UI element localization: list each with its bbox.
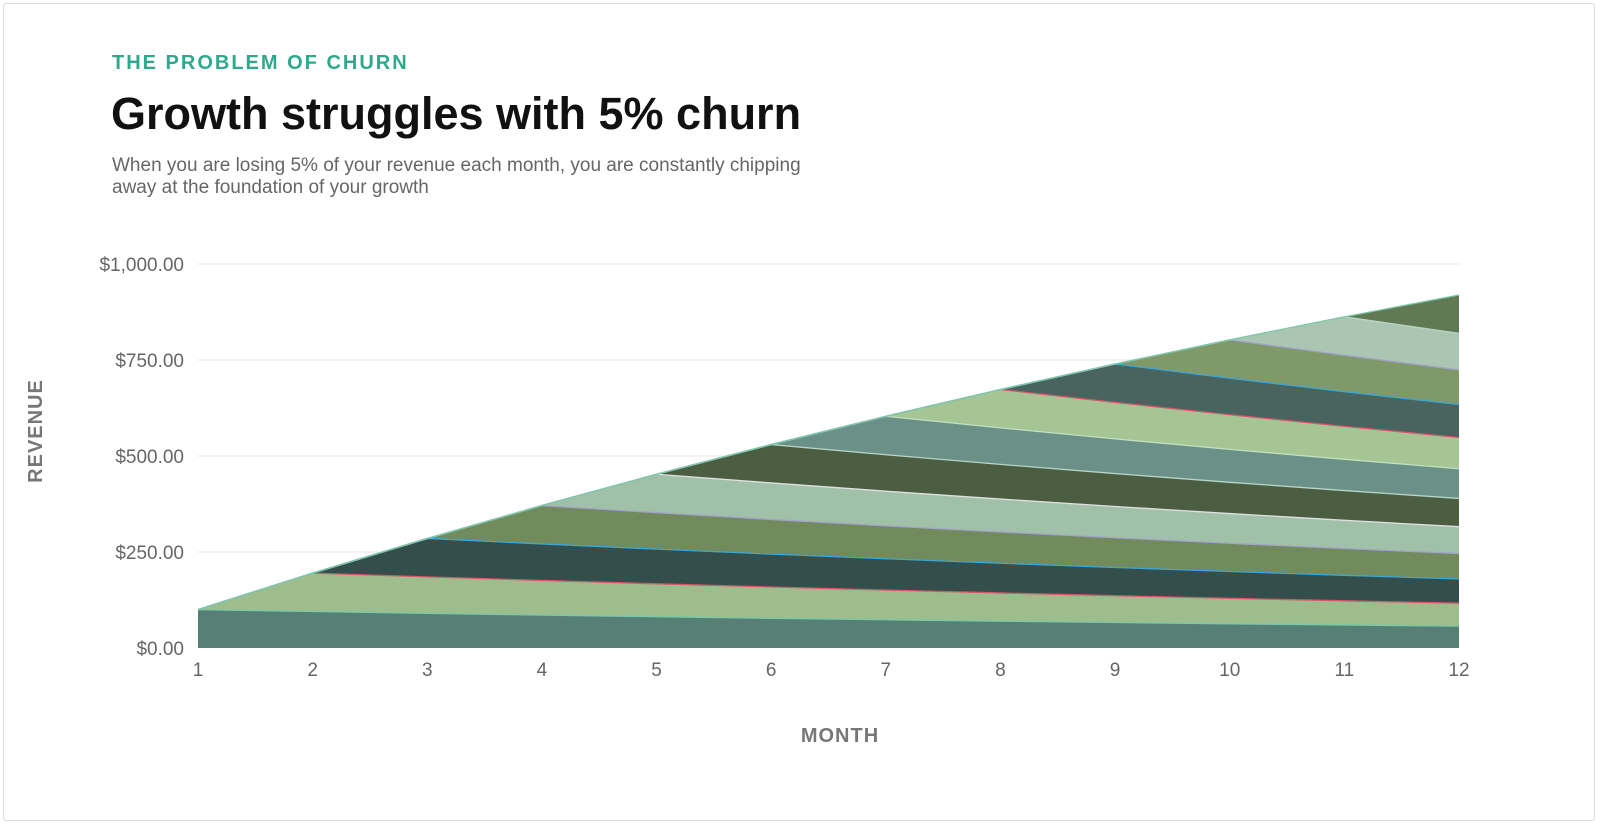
- cohort-area: [198, 538, 1459, 610]
- x-tick-label: 7: [881, 660, 892, 681]
- cohort-area: [198, 444, 1459, 610]
- cohort-area: [198, 573, 1459, 627]
- cohort-area: [198, 316, 1459, 610]
- x-tick-label: 6: [766, 660, 777, 681]
- chart-eyebrow: THE PROBLEM OF CHURN: [112, 52, 409, 74]
- cohort-boundary-line: [197, 294, 1460, 611]
- x-tick-label: 10: [1219, 660, 1240, 681]
- y-tick-label: $250.00: [115, 543, 184, 564]
- x-tick-label: 3: [422, 660, 433, 681]
- cohort-area: [198, 416, 1459, 610]
- cohort-boundary-line: [197, 572, 1460, 611]
- y-tick-label: $0.00: [136, 639, 184, 660]
- x-tick-label: 11: [1334, 660, 1354, 681]
- cohort-area: [198, 339, 1459, 610]
- x-tick-label: 12: [1448, 660, 1469, 681]
- y-tick-label: $1,000.00: [99, 255, 184, 276]
- cohort-boundaries: [197, 294, 1460, 627]
- x-tick-label: 4: [537, 660, 548, 681]
- cohort-area: [198, 505, 1459, 610]
- x-axis-ticks: 1 2 3 4 5 6 7 8 9 10 11 12: [193, 660, 1470, 681]
- x-axis-label: MONTH: [801, 725, 879, 747]
- x-tick-label: 2: [307, 660, 318, 681]
- cohort-boundary-line: [197, 608, 1460, 627]
- cohort-area: [198, 609, 1459, 648]
- x-tick-label: 1: [193, 660, 204, 681]
- chart-title: Growth struggles with 5% churn: [111, 88, 802, 139]
- x-tick-label: 8: [995, 660, 1006, 681]
- cohort-areas: [198, 295, 1459, 648]
- y-axis-ticks: $0.00 $250.00 $500.00 $750.00 $1,000.00: [99, 255, 184, 660]
- y-tick-label: $750.00: [115, 351, 184, 372]
- x-tick-label: 5: [651, 660, 662, 681]
- y-axis-label: REVENUE: [25, 379, 47, 483]
- y-tick-label: $500.00: [115, 447, 184, 468]
- x-tick-label: 9: [1110, 660, 1121, 681]
- chart-subtitle: When you are losing 5% of your revenue e…: [112, 155, 801, 198]
